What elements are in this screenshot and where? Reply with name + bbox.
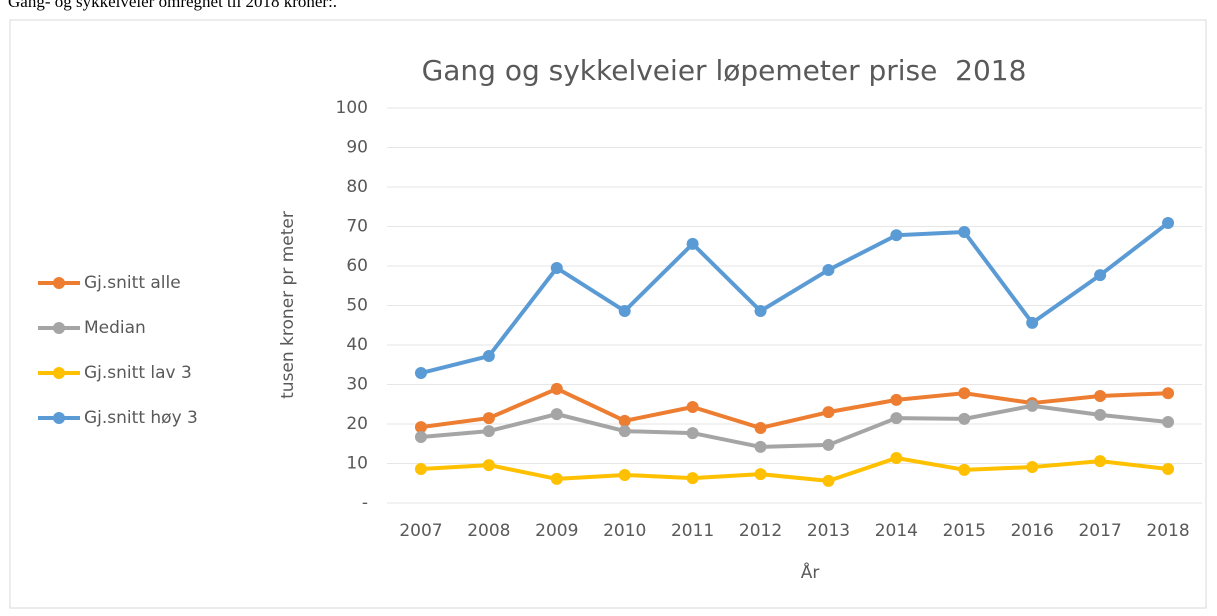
caption: Gang- og sykkelveier omregnet til 2018 k… bbox=[8, 0, 338, 11]
data-point bbox=[414, 463, 427, 476]
legend-label: Gj.snitt lav 3 bbox=[84, 363, 192, 383]
legend-marker bbox=[53, 412, 65, 424]
data-point bbox=[1162, 387, 1175, 400]
data-point bbox=[890, 451, 903, 464]
legend-marker bbox=[53, 322, 65, 334]
series-line bbox=[420, 455, 1169, 483]
x-tick-label: 2015 bbox=[943, 521, 986, 541]
data-point bbox=[618, 468, 631, 481]
data-point bbox=[754, 421, 767, 434]
legend-label: Gj.snitt høy 3 bbox=[84, 408, 198, 428]
x-tick-label: 2018 bbox=[1146, 521, 1189, 541]
data-point bbox=[414, 431, 427, 444]
data-point bbox=[958, 412, 971, 425]
data-point bbox=[686, 401, 699, 414]
data-point bbox=[1094, 389, 1107, 402]
y-tick-label: 50 bbox=[346, 296, 368, 316]
legend-label: Median bbox=[84, 318, 146, 338]
data-point bbox=[1094, 455, 1107, 468]
x-tick-label: 2011 bbox=[671, 521, 714, 541]
x-tick-label: 2017 bbox=[1078, 521, 1121, 541]
data-point bbox=[1094, 408, 1107, 421]
series-line bbox=[420, 386, 1169, 430]
x-tick-label: 2016 bbox=[1011, 521, 1054, 541]
data-point bbox=[550, 408, 563, 421]
data-point bbox=[958, 463, 971, 476]
y-tick-label: 90 bbox=[346, 138, 368, 158]
legend-marker bbox=[53, 367, 65, 379]
series-line bbox=[420, 403, 1169, 449]
data-point bbox=[482, 350, 495, 363]
data-point bbox=[822, 406, 835, 419]
data-point bbox=[1026, 461, 1039, 474]
x-tick-label: 2014 bbox=[875, 521, 918, 541]
x-axis-label: År bbox=[801, 561, 820, 583]
data-point bbox=[890, 412, 903, 425]
data-point bbox=[754, 440, 767, 453]
data-point bbox=[414, 421, 427, 434]
y-tick-label: 20 bbox=[346, 414, 368, 434]
legend-label: Gj.snitt alle bbox=[84, 273, 181, 293]
y-axis-label: tusen kroner pr meter bbox=[278, 211, 298, 399]
data-point bbox=[482, 459, 495, 472]
y-tick-label: 60 bbox=[346, 256, 368, 276]
series-line bbox=[420, 221, 1170, 375]
x-tick-label: 2010 bbox=[603, 521, 646, 541]
data-point bbox=[1026, 316, 1039, 329]
y-tick-label: 100 bbox=[336, 98, 368, 118]
data-point bbox=[482, 425, 495, 438]
data-point bbox=[686, 237, 699, 250]
data-point bbox=[618, 425, 631, 438]
data-point bbox=[550, 261, 563, 274]
data-point bbox=[618, 414, 631, 427]
data-point bbox=[754, 468, 767, 481]
x-tick-label: 2007 bbox=[399, 521, 442, 541]
data-point bbox=[414, 367, 427, 380]
x-tick-label: 2008 bbox=[467, 521, 510, 541]
data-point bbox=[822, 438, 835, 451]
data-point bbox=[958, 226, 971, 239]
data-point bbox=[1026, 399, 1039, 412]
y-tick-label: 70 bbox=[346, 217, 368, 237]
legend-marker bbox=[53, 277, 65, 289]
chart-title: Gang og sykkelveier løpemeter prise 2018 bbox=[422, 54, 1027, 87]
data-point bbox=[618, 305, 631, 318]
y-tick-label: 10 bbox=[346, 454, 368, 474]
y-tick-label: 30 bbox=[346, 375, 368, 395]
x-tick-label: 2012 bbox=[739, 521, 782, 541]
data-point bbox=[1162, 416, 1175, 429]
y-tick-label: 80 bbox=[346, 177, 368, 197]
data-point bbox=[686, 472, 699, 485]
y-tick-label: 40 bbox=[346, 335, 368, 355]
data-point bbox=[550, 472, 563, 485]
data-point bbox=[890, 393, 903, 406]
chart-frame bbox=[9, 19, 1207, 609]
y-tick-label: - bbox=[362, 493, 368, 513]
data-point bbox=[890, 229, 903, 242]
data-point bbox=[822, 263, 835, 276]
data-point bbox=[1094, 269, 1107, 282]
data-point bbox=[1162, 216, 1175, 229]
data-point bbox=[822, 474, 835, 487]
data-point bbox=[958, 387, 971, 400]
x-tick-label: 2013 bbox=[807, 521, 850, 541]
data-point bbox=[686, 427, 699, 440]
data-point bbox=[754, 305, 767, 318]
data-point bbox=[1162, 463, 1175, 476]
x-tick-label: 2009 bbox=[535, 521, 578, 541]
data-point bbox=[482, 412, 495, 425]
data-point bbox=[550, 382, 563, 395]
